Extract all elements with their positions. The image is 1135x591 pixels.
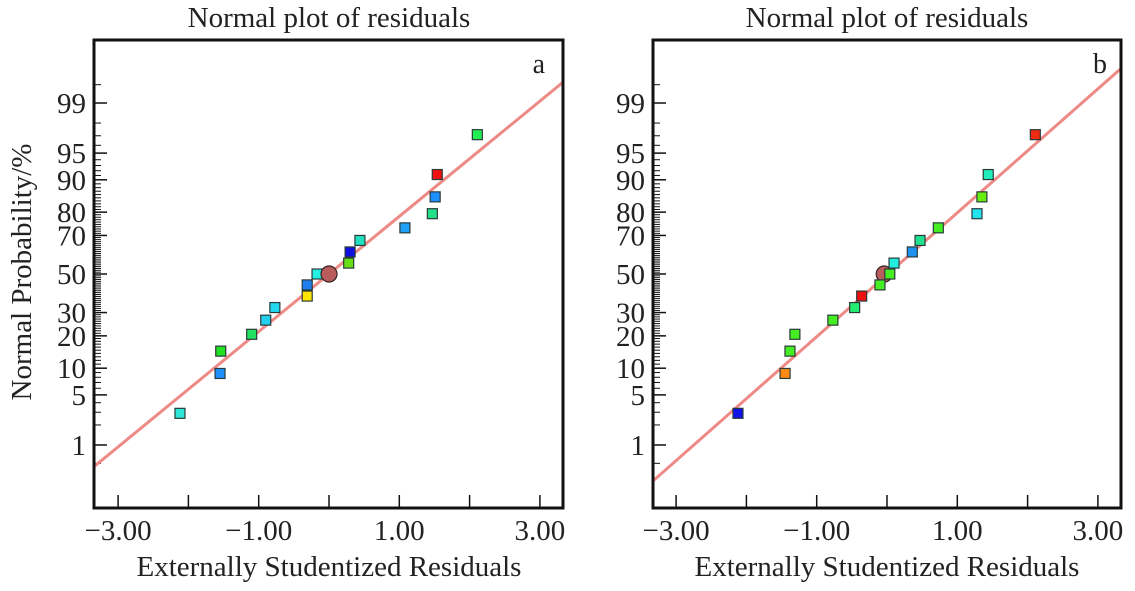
data-point xyxy=(789,328,801,340)
y-tick-label: 50 xyxy=(616,259,645,291)
y-tick-label: 99 xyxy=(616,88,645,120)
data-point xyxy=(856,290,868,302)
data-point xyxy=(827,314,839,326)
panel-b: Normal plot of residuals Externally Stud… xyxy=(616,2,1123,583)
data-point xyxy=(214,367,226,380)
plot-frame xyxy=(92,38,565,510)
x-axis-label: Externally Studentized Residuals xyxy=(137,551,522,583)
y-tick-label: 20 xyxy=(57,321,86,353)
chart-title: Normal plot of residuals xyxy=(188,2,471,34)
data-point xyxy=(429,191,441,203)
y-tick-label: 50 xyxy=(57,259,86,291)
center-marker xyxy=(320,265,338,283)
data-point xyxy=(343,257,355,269)
data-point xyxy=(174,407,186,419)
y-tick-label: 90 xyxy=(57,165,86,197)
data-point xyxy=(344,246,356,258)
y-tick-label: 95 xyxy=(616,138,645,170)
data-point xyxy=(932,222,944,234)
data-point xyxy=(471,129,483,141)
y-tick-label: 90 xyxy=(616,165,645,197)
panel-a: Normal plot of residuals Externally Stud… xyxy=(6,2,565,583)
y-tick-label: 70 xyxy=(616,220,645,252)
data-point xyxy=(269,301,281,314)
y-tick-label: 80 xyxy=(616,197,645,229)
y-tick-label: 5 xyxy=(631,380,646,412)
data-point xyxy=(906,246,918,258)
data-point xyxy=(849,301,861,314)
data-point xyxy=(301,279,313,291)
x-tick-label: −3.00 xyxy=(643,515,710,547)
plot-frame xyxy=(651,38,1123,510)
data-point xyxy=(354,234,366,247)
data-point xyxy=(732,407,744,419)
data-point xyxy=(976,191,988,203)
data-point xyxy=(399,222,411,234)
data-point xyxy=(215,345,227,357)
data-point xyxy=(431,168,443,181)
y-tick-label: 99 xyxy=(57,88,86,120)
x-tick-label: −1.00 xyxy=(225,515,292,547)
y-tick-label: 30 xyxy=(57,298,86,330)
y-tick-label: 20 xyxy=(616,321,645,353)
x-tick-label: 1.00 xyxy=(374,515,425,547)
x-tick-label: 1.00 xyxy=(932,515,983,547)
x-tick-label: −3.00 xyxy=(85,515,152,547)
data-point xyxy=(1029,129,1041,141)
chart-title: Normal plot of residuals xyxy=(746,2,1029,34)
data-point xyxy=(914,234,926,247)
y-tick-label: 1 xyxy=(631,430,646,462)
panel-label: a xyxy=(533,49,546,80)
y-tick-label: 30 xyxy=(616,298,645,330)
data-point xyxy=(874,279,886,291)
data-point xyxy=(246,328,258,340)
y-axis-label: Normal Probability/% xyxy=(6,144,38,401)
y-tick-label: 95 xyxy=(57,138,86,170)
y-tick-label: 10 xyxy=(57,353,86,385)
data-point xyxy=(982,168,994,181)
data-point xyxy=(971,208,983,220)
y-tick-label: 70 xyxy=(57,220,86,252)
y-tick-label: 1 xyxy=(72,430,87,462)
data-point xyxy=(784,345,796,357)
x-tick-label: 3.00 xyxy=(1073,515,1124,547)
y-tick-label: 80 xyxy=(57,197,86,229)
x-tick-label: 3.00 xyxy=(515,515,566,547)
data-point xyxy=(779,367,791,380)
data-point xyxy=(884,268,896,280)
data-point xyxy=(426,208,438,220)
data-point xyxy=(260,314,272,326)
panel-label: b xyxy=(1093,49,1107,80)
y-tick-label: 5 xyxy=(72,380,87,412)
x-tick-label: −1.00 xyxy=(783,515,850,547)
x-axis-label: Externally Studentized Residuals xyxy=(695,551,1080,583)
data-point xyxy=(301,290,313,302)
data-point xyxy=(888,257,900,269)
y-tick-label: 10 xyxy=(616,353,645,385)
